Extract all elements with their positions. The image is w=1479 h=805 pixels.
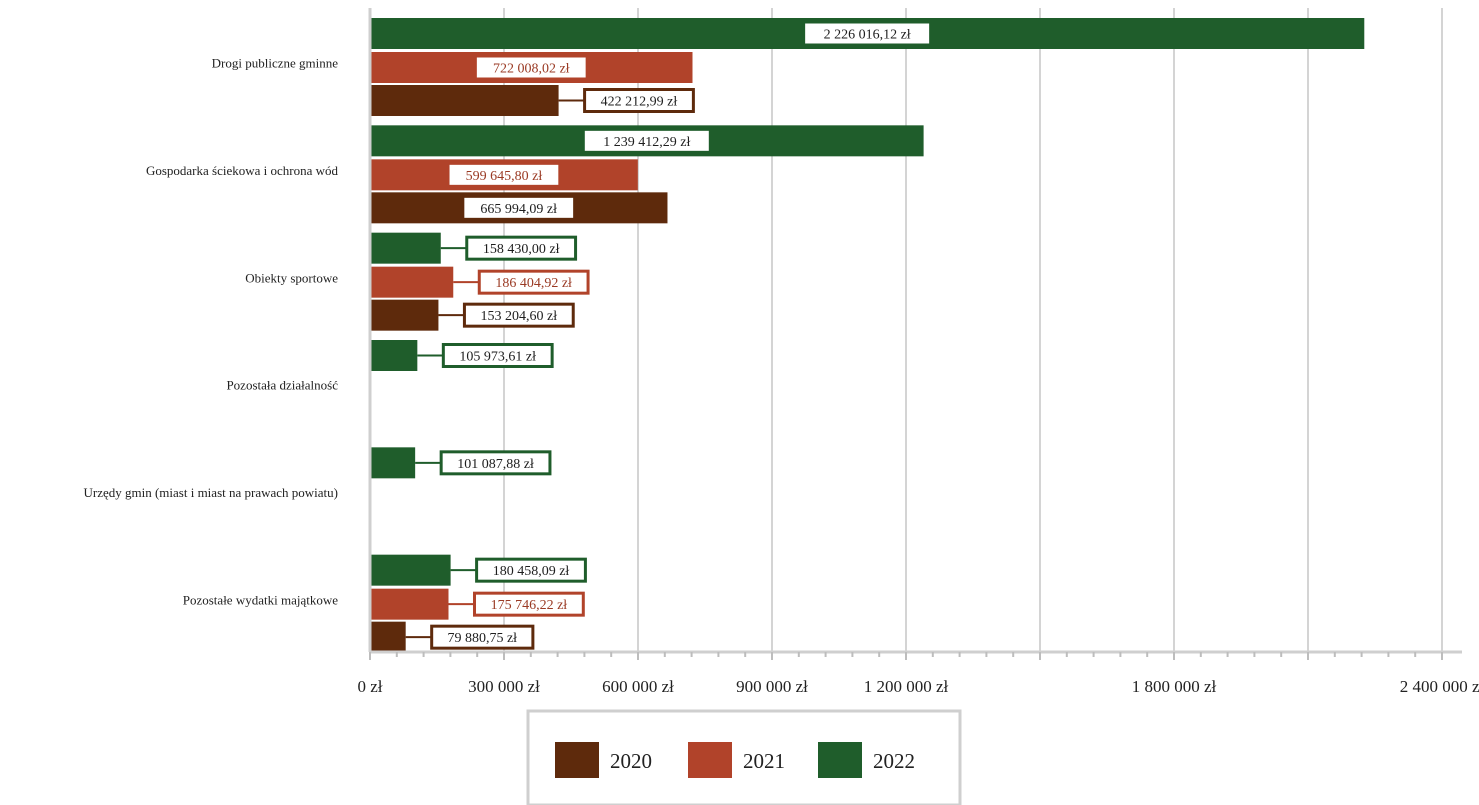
data-label-box (477, 269, 590, 295)
data-label: 1 239 412,29 zł (603, 135, 690, 150)
bar-2021 (370, 266, 454, 298)
category-label: Gospodarka ściekowa i ochrona wód (146, 163, 339, 178)
category-label: Pozostała działalność (226, 378, 338, 393)
bars (370, 18, 1365, 653)
category-label: Urzędy gmin (miast i miast na prawach po… (83, 485, 338, 500)
data-label: 665 994,09 zł (480, 202, 557, 217)
legend-label: 2021 (743, 749, 785, 773)
data-label: 153 204,60 zł (481, 309, 558, 324)
data-label-box (449, 164, 559, 185)
data-label: 722 008,02 zł (493, 62, 570, 77)
data-label: 175 746,22 zł (491, 598, 568, 613)
category-label: Pozostałe wydatki majątkowe (183, 592, 338, 607)
bar-2020 (370, 85, 559, 116)
bar-2022 (370, 554, 451, 586)
data-label: 158 430,00 zł (483, 242, 560, 257)
category-label: Obiekty sportowe (245, 270, 338, 285)
legend-swatch (555, 742, 599, 778)
data-label-box (439, 450, 552, 476)
data-label-box (465, 235, 578, 261)
data-label: 599 645,80 zł (466, 169, 543, 184)
x-tick-label: 300 000 zł (468, 677, 540, 696)
x-tick-label: 0 zł (357, 677, 382, 696)
legend-item-2020: 2020 (555, 742, 652, 778)
data-label-box (475, 557, 587, 583)
x-tick-label: 600 000 zł (602, 677, 674, 696)
legend-box (526, 709, 962, 805)
data-label-box (583, 88, 695, 113)
bar-2020 (370, 621, 406, 653)
data-label-box (462, 302, 575, 328)
grid-lines (503, 8, 1443, 652)
category-label: Drogi publiczne gminne (212, 56, 339, 71)
legend-swatch (688, 742, 732, 778)
x-tick-label: 1 200 000 zł (864, 677, 949, 696)
data-label: 105 973,61 zł (459, 350, 536, 365)
legend-label: 2020 (610, 749, 652, 773)
legend-label: 2022 (873, 749, 915, 773)
bar-2022 (370, 340, 418, 371)
data-label: 79 880,75 zł (447, 631, 517, 646)
data-label-box (805, 23, 930, 44)
bar-2022 (370, 232, 441, 264)
bar-2022 (370, 447, 416, 479)
axes: 0 zł 300 000 zł 600 000 zł 900 000 zł 1 200 … (83, 8, 1479, 696)
data-label-box (472, 591, 585, 617)
data-labels: 2 226 016,12 zł 722 008,02 zł 422 212,99 z… (405, 23, 930, 650)
data-label: 180 458,09 zł (493, 564, 570, 579)
legend-item-2022: 2022 (818, 742, 915, 778)
bar-2021 (370, 588, 449, 620)
data-label-box (464, 197, 574, 218)
data-label: 2 226 016,12 zł (824, 28, 911, 43)
legend-swatch (818, 742, 862, 778)
data-label-box (584, 130, 709, 151)
legend: 2020 2021 2022 (526, 709, 962, 805)
data-label: 422 212,99 zł (601, 95, 678, 110)
x-tick-label: 1 800 000 zł (1132, 677, 1217, 696)
x-tick-label: 2 400 000 zł (1400, 677, 1479, 696)
data-label: 186 404,92 zł (495, 276, 572, 291)
x-tick-label: 900 000 zł (736, 677, 808, 696)
data-label-box (430, 624, 535, 650)
data-label-box (476, 57, 586, 78)
data-label: 101 087,88 zł (457, 457, 534, 472)
legend-item-2021: 2021 (688, 742, 785, 778)
bar-2020 (370, 299, 439, 331)
data-label-box (441, 343, 554, 368)
